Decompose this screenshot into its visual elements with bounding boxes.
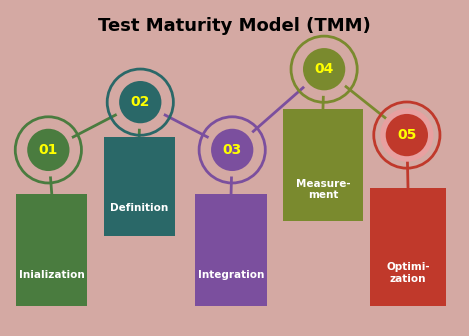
FancyBboxPatch shape <box>16 194 87 306</box>
Text: 05: 05 <box>397 128 416 142</box>
Text: Test Maturity Model (TMM): Test Maturity Model (TMM) <box>98 16 371 35</box>
Text: Integration: Integration <box>198 270 264 280</box>
Ellipse shape <box>297 43 351 96</box>
FancyBboxPatch shape <box>370 188 446 306</box>
Text: Definition: Definition <box>110 203 168 213</box>
Text: Measure-
ment: Measure- ment <box>295 178 350 200</box>
Ellipse shape <box>386 114 428 156</box>
Text: 01: 01 <box>38 143 58 157</box>
Ellipse shape <box>211 129 253 171</box>
Ellipse shape <box>303 48 345 90</box>
Text: Optimi-
zation: Optimi- zation <box>386 262 430 284</box>
FancyBboxPatch shape <box>196 194 267 306</box>
Text: 02: 02 <box>130 95 150 109</box>
Ellipse shape <box>22 123 75 176</box>
Text: 04: 04 <box>314 62 334 76</box>
Ellipse shape <box>205 123 259 176</box>
Ellipse shape <box>113 76 167 129</box>
Text: Inialization: Inialization <box>19 270 85 280</box>
FancyBboxPatch shape <box>283 109 363 221</box>
Ellipse shape <box>119 81 161 123</box>
Ellipse shape <box>380 109 433 162</box>
Text: 03: 03 <box>223 143 242 157</box>
Ellipse shape <box>27 129 69 171</box>
FancyBboxPatch shape <box>104 137 175 236</box>
